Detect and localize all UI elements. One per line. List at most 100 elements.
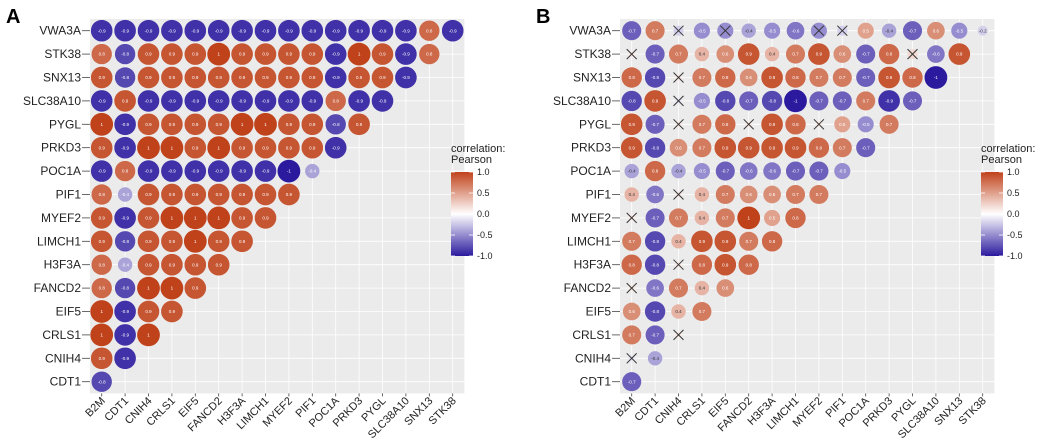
correlation-circle	[254, 19, 277, 42]
correlation-circle	[715, 114, 736, 135]
correlation-value: 0.5	[769, 216, 776, 221]
correlation-circle	[646, 279, 664, 297]
y-tick-label: MYEF2	[571, 211, 611, 225]
correlation-value: -0.9	[121, 309, 129, 314]
correlation-value: 0.9	[286, 75, 293, 80]
insignificant-cross	[673, 95, 684, 107]
correlation-circle	[278, 90, 300, 112]
correlation-value: -0.9	[308, 28, 316, 33]
correlation-value: 0.8	[886, 52, 893, 57]
correlation-value: 0.6	[746, 75, 753, 80]
correlation-circle	[645, 114, 665, 134]
correlation-value: 0.4	[699, 216, 706, 221]
correlation-circle	[834, 116, 851, 133]
y-tick-label: CDT1	[580, 375, 612, 389]
correlation-circle	[90, 136, 113, 159]
correlation-value: -0.9	[262, 99, 270, 104]
correlation-value: -0.9	[402, 75, 410, 80]
correlation-circle	[161, 253, 183, 276]
correlation-circle	[207, 253, 230, 276]
correlation-value: -0.9	[98, 169, 106, 174]
correlation-circle	[644, 137, 666, 158]
correlation-circle	[207, 160, 230, 182]
correlation-circle	[137, 276, 160, 300]
correlation-circle	[114, 113, 136, 136]
correlation-circle	[716, 45, 735, 63]
correlation-value: 0.9	[262, 216, 269, 221]
correlation-circle	[371, 90, 394, 112]
correlation-circle	[809, 67, 829, 88]
correlation-circle	[669, 138, 688, 157]
correlation-circle	[277, 159, 301, 183]
correlation-circle	[161, 66, 183, 89]
correlation-value: -0.9	[238, 169, 246, 174]
correlation-value: 0.9	[722, 145, 729, 150]
y-tick-label: CNIH4	[575, 351, 611, 365]
correlation-value: -0.7	[721, 169, 729, 174]
legend-tick-label: 0.0	[477, 209, 490, 219]
correlation-circle	[324, 66, 347, 89]
correlation-circle	[668, 208, 689, 228]
correlation-value: -0.8	[651, 145, 659, 150]
correlation-circle	[951, 22, 968, 39]
correlation-value: 0.7	[629, 239, 636, 244]
legend-tick-label: 1.0	[477, 167, 490, 177]
correlation-value: 0.8	[746, 262, 753, 267]
correlation-value: 0.9	[239, 192, 246, 197]
correlation-value: 0.7	[699, 122, 706, 127]
correlation-circle	[137, 253, 160, 276]
correlation-value: -0.9	[215, 28, 223, 33]
correlation-circle	[348, 19, 370, 42]
correlation-value: -0.8	[121, 75, 129, 80]
correlation-circle	[137, 66, 160, 89]
correlation-value: -0.8	[121, 239, 129, 244]
correlation-value: 0.9	[169, 122, 176, 127]
correlation-value: 0.9	[99, 145, 106, 150]
correlation-value: -0.9	[285, 28, 293, 33]
correlation-circle	[160, 276, 184, 300]
correlation-value: -0.9	[262, 169, 270, 174]
correlation-value: 0.9	[216, 122, 223, 127]
correlation-circle	[784, 89, 807, 113]
correlation-value: -0.9	[121, 122, 129, 127]
correlation-circle	[715, 208, 735, 228]
correlation-chart-b: B VWA3A STK38 SNX13 SLC38A10 PYGL PRKD3 POC1A PI…	[536, 6, 1035, 441]
correlation-circle	[645, 44, 665, 64]
correlation-value: -0.8	[651, 239, 659, 244]
correlation-circle	[184, 90, 207, 112]
correlation-circle	[419, 43, 440, 65]
correlation-circle	[924, 66, 948, 89]
correlation-circle	[671, 234, 686, 249]
correlation-value: -0.9	[308, 99, 316, 104]
correlation-value: -0.8	[98, 379, 106, 384]
correlation-value: -0.9	[285, 99, 293, 104]
correlation-value: -0.9	[215, 99, 223, 104]
correlation-circle	[324, 43, 347, 65]
correlation-value: 0.9	[309, 122, 316, 127]
correlation-value: 0.8	[792, 216, 799, 221]
correlation-value: 0.6	[629, 309, 636, 314]
correlation-value: -0.8	[651, 262, 659, 267]
correlation-value: 0.8	[722, 122, 729, 127]
correlation-value: 0.9	[169, 239, 176, 244]
correlation-circle	[137, 113, 160, 136]
correlation-value: 0.8	[792, 75, 799, 80]
correlation-circle	[738, 254, 759, 275]
y-tick-label: PRKD3	[571, 141, 611, 155]
correlation-circle	[834, 163, 851, 180]
correlation-value: -0.9	[191, 28, 199, 33]
correlation-circle	[622, 231, 642, 251]
correlation-value: 0.6	[722, 286, 729, 291]
correlation-circle	[90, 112, 114, 136]
legend-title: Pearson	[981, 154, 1022, 166]
correlation-chart-a: A VWA3A STK38 SNX13 SLC38A10 PYGL PRKD3 POC1A PI…	[6, 6, 505, 441]
correlation-circle	[325, 114, 346, 135]
correlation-value: 0.8	[426, 52, 433, 57]
y-tick-label: EIF5	[586, 305, 612, 319]
y-tick-label: PYGL	[49, 117, 81, 131]
y-tick-label: POC1A	[570, 164, 611, 178]
correlation-value: 0.9	[145, 122, 152, 127]
correlation-circle	[231, 160, 253, 182]
correlation-value: 0.8	[909, 75, 916, 80]
correlation-value: 1	[147, 333, 150, 338]
